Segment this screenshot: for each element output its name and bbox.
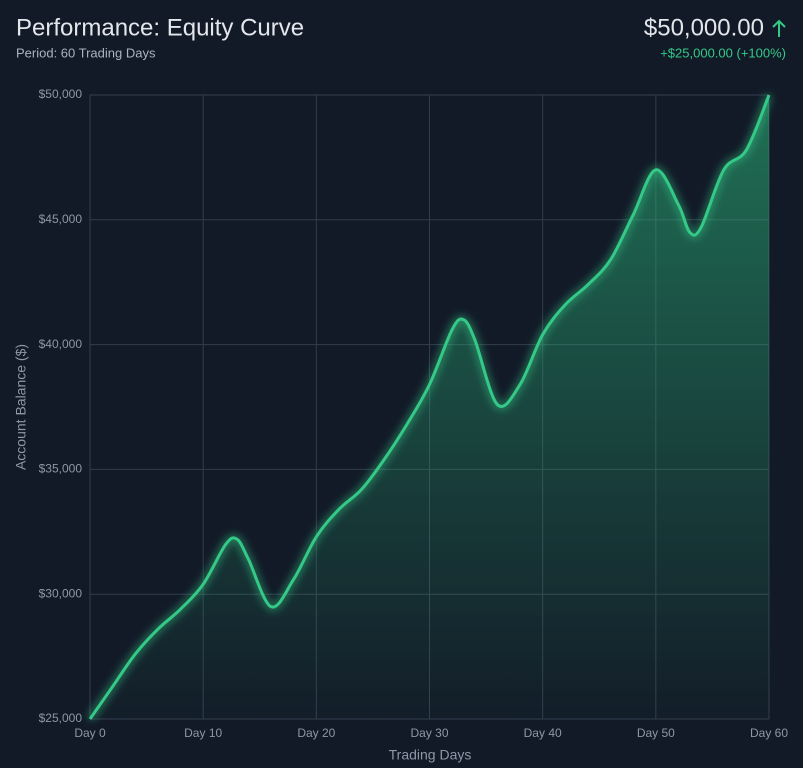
balance-change: +$25,000.00 (+100%)	[660, 45, 786, 60]
equity-line	[88, 94, 771, 720]
x-tick-label: Day 20	[297, 726, 335, 740]
y-tick-label: $40,000	[39, 337, 83, 351]
x-axis-title: Trading Days	[389, 747, 472, 763]
x-tick-label: Day 10	[184, 726, 222, 740]
x-tick-label: Day 50	[637, 726, 675, 740]
plot-area: $25,000 $30,000 $35,000 $40,000 $45,000 $50,0…	[39, 87, 789, 740]
x-tick-label: Day 0	[74, 726, 106, 740]
y-tick-label: $25,000	[39, 711, 83, 725]
y-tick-label: $50,000	[39, 87, 83, 101]
y-axis-title: Account Balance ($)	[13, 344, 29, 470]
equity-area	[90, 95, 769, 719]
y-tick-label: $35,000	[39, 462, 83, 476]
x-tick-label: Day 40	[524, 726, 562, 740]
y-tick-label: $30,000	[39, 586, 83, 600]
balance-value: $50,000.00	[644, 14, 764, 41]
x-tick-label: Day 60	[750, 726, 788, 740]
chart-subtitle: Period: 60 Trading Days	[16, 45, 156, 60]
chart-title: Performance: Equity Curve	[16, 14, 304, 41]
x-tick-label: Day 30	[410, 726, 448, 740]
up-arrow-icon	[772, 19, 786, 37]
y-tick-label: $45,000	[39, 212, 83, 226]
